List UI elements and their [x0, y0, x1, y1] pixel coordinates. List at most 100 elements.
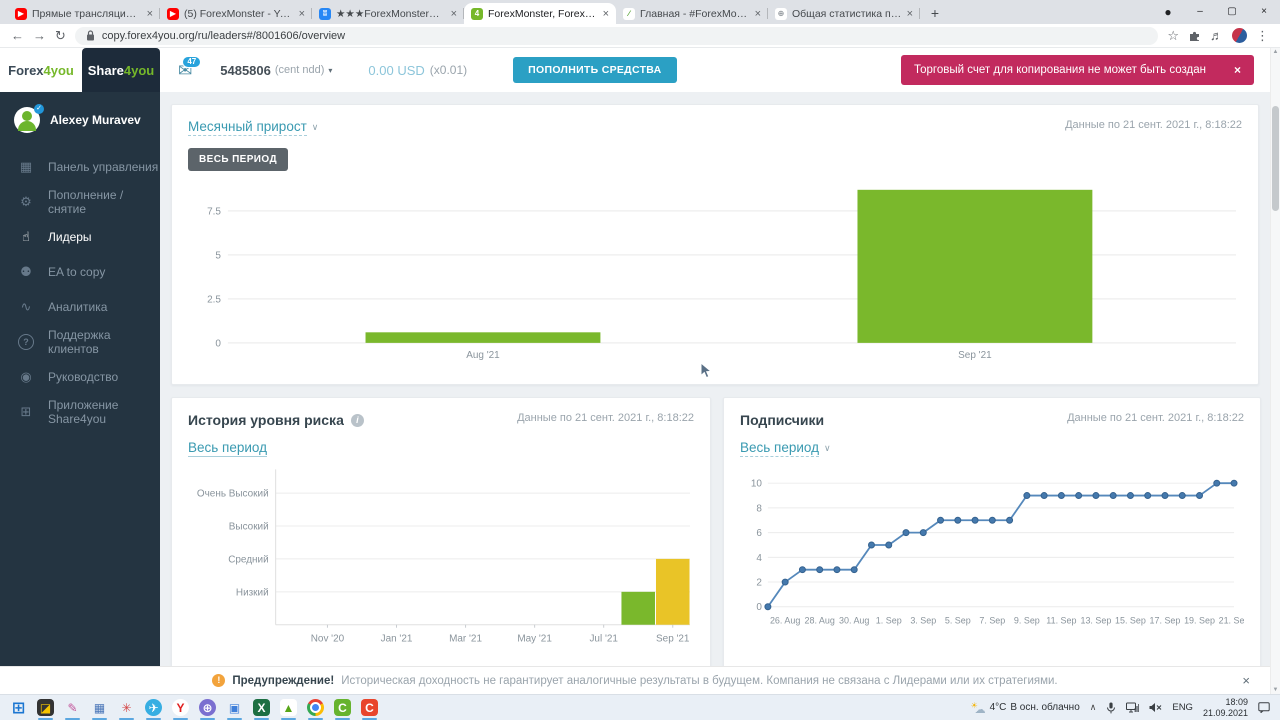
deposit-funds-button[interactable]: ПОПОЛНИТЬ СРЕДСТВА — [513, 57, 677, 83]
secondary-browser-app[interactable]: ⊕ — [194, 695, 221, 720]
tab-close-icon[interactable]: × — [754, 7, 761, 20]
telegram-app[interactable]: ✈ — [140, 695, 167, 720]
extensions-puzzle-icon[interactable] — [1188, 29, 1201, 42]
sidebar-item-label: EA to copy — [48, 264, 106, 279]
media-list-icon[interactable]: ♬ — [1210, 28, 1223, 43]
browser-tab[interactable]: 4 ForexMonster, ForexMonster: Le × — [464, 3, 616, 24]
image-viewer-app[interactable]: ▲ — [275, 695, 302, 720]
warning-bar: ! Предупреждение! Историческая доходност… — [0, 666, 1270, 694]
clock[interactable]: 18:09 21.09.2021 — [1203, 697, 1248, 719]
refresh-button[interactable]: ↻ — [55, 28, 66, 43]
mail-icon[interactable]: ✉ 47 — [178, 55, 202, 79]
network-icon[interactable] — [1126, 702, 1140, 713]
vk-favicon: ʬ — [319, 7, 331, 20]
sidebar-item-line-chart[interactable]: ∿ Аналитика — [0, 289, 160, 324]
chrome-app[interactable] — [302, 695, 329, 720]
tab-title: Общая статистика портфеля — [792, 7, 902, 20]
svg-text:3. Sep: 3. Sep — [910, 616, 936, 626]
tab-close-icon[interactable]: × — [450, 7, 457, 20]
tab-close-icon[interactable]: × — [602, 7, 609, 20]
graphics-editor-app-icon: ✎ — [67, 700, 78, 715]
subscribers-period-dropdown[interactable]: Весь период ∨ — [740, 440, 831, 457]
balance-multiplier: (x0.01) — [429, 63, 468, 77]
svg-text:6: 6 — [756, 528, 762, 539]
sidebar-item-robot-head[interactable]: ⚉ EA to copy — [0, 254, 160, 289]
weather-temp: 4°C — [989, 702, 1007, 713]
svg-text:7.5: 7.5 — [207, 206, 221, 217]
subscribers-title: Подписчики — [740, 412, 825, 428]
weather-icon: ☀ ☁ — [970, 701, 986, 716]
notification-center-icon[interactable] — [1258, 702, 1270, 713]
tab-close-icon[interactable]: × — [906, 7, 913, 20]
device-manager-app[interactable]: ▣ — [221, 695, 248, 720]
info-icon[interactable]: i — [350, 413, 364, 427]
scroll-down-icon[interactable]: ▼ — [1272, 687, 1279, 693]
page-scrollbar[interactable]: ▲ ▼ — [1270, 48, 1280, 694]
calculator-app[interactable]: ▦ — [86, 695, 113, 720]
scrollbar-thumb[interactable] — [1272, 106, 1279, 211]
launcher-app[interactable]: ◪ — [32, 695, 59, 720]
share4you-logo[interactable]: Share 4you — [82, 48, 160, 92]
browser-tab[interactable]: ʬ ★★★ForexMonster★★★ × — [312, 3, 464, 24]
volume-muted-icon[interactable] — [1149, 702, 1162, 713]
risk-period-link[interactable]: Весь период — [188, 440, 268, 457]
browser-tab[interactable]: ▶ (5) ForexMonster - YouTube × — [160, 3, 312, 24]
yandex-browser-app[interactable]: Y — [167, 695, 194, 720]
forward-button[interactable]: → — [33, 28, 46, 43]
bookmark-star-icon[interactable]: ☆ — [1167, 28, 1179, 43]
forex4you-favicon: 4 — [471, 7, 483, 20]
new-tab-button[interactable]: + — [930, 5, 940, 21]
system-tray: ☀ ☁ 4°C В осн. облачно ∧ ENG 18:09 21.09.… — [971, 697, 1280, 719]
scroll-up-icon[interactable]: ▲ — [1272, 49, 1279, 55]
tray-expand-icon[interactable]: ∧ — [1089, 702, 1097, 712]
forex4you-logo[interactable]: Forex 4you — [0, 48, 82, 92]
camtasia-app[interactable]: C — [329, 695, 356, 720]
growth-title: Месячный прирост — [188, 119, 307, 136]
sidebar-item-label: Поддержка клиентов — [48, 327, 111, 356]
svg-text:Низкий: Низкий — [236, 587, 269, 598]
spreadsheet-app[interactable]: X — [248, 695, 275, 720]
start-button[interactable]: ⊞ — [5, 695, 32, 720]
address-bar[interactable]: copy.forex4you.org/ru/leaders#/8001606/o… — [74, 26, 1159, 45]
svg-text:0: 0 — [756, 602, 762, 613]
chevron-down-icon: ∨ — [824, 443, 831, 453]
close-window-button[interactable]: × — [1261, 6, 1267, 17]
sidebar-item-app-grid[interactable]: ⊞ Приложение Share4you — [0, 394, 160, 429]
browser-profile-avatar[interactable] — [1232, 28, 1247, 43]
microphone-icon[interactable] — [1106, 702, 1116, 714]
alert-close-icon[interactable]: × — [1233, 63, 1241, 77]
monthly-growth-chart: 0 2.5 5 7.5 Aug '21 Sep '21 — [188, 183, 1242, 365]
sidebar-item-thumbs-up[interactable]: ☝ Лидеры — [0, 219, 160, 254]
browser-tab[interactable]: ⊕ Общая статистика портфеля × — [768, 3, 920, 24]
maximize-button[interactable]: ▢ — [1227, 6, 1237, 17]
whole-period-button[interactable]: ВЕСЬ ПЕРИОД — [188, 148, 288, 171]
sidebar-item-eye[interactable]: ◉ Руководство — [0, 359, 160, 394]
warning-close-icon[interactable]: × — [1242, 673, 1250, 688]
subscribers-period-label: Весь период — [740, 440, 820, 457]
sidebar-item-question[interactable]: ? Поддержка клиентов — [0, 324, 160, 359]
media-player-app[interactable]: ✳ — [113, 695, 140, 720]
back-button[interactable]: ← — [11, 28, 24, 43]
sidebar-item-label: Приложение Share4you — [48, 397, 119, 426]
growth-metric-dropdown[interactable]: Месячный прирост ∨ — [188, 119, 318, 136]
account-selector[interactable]: 5485806 (cent ndd) ▾ — [220, 63, 332, 78]
svg-text:2: 2 — [756, 578, 762, 589]
question-icon: ? — [18, 333, 34, 350]
video-editor-app[interactable]: C — [356, 695, 383, 720]
tab-close-icon[interactable]: × — [146, 7, 153, 20]
weather-widget[interactable]: ☀ ☁ 4°C В осн. облачно — [970, 701, 1080, 716]
browser-tab[interactable]: ∕ Главная - #ForexMonster - тор × — [616, 3, 768, 24]
sidebar-item-gear[interactable]: ⚙ Пополнение / снятие — [0, 184, 160, 219]
user-profile[interactable]: ✓ Alexey Muravev — [0, 92, 160, 149]
sidebar-item-label: Руководство — [48, 369, 119, 384]
url-text: copy.forex4you.org/ru/leaders#/8001606/o… — [101, 29, 346, 42]
minimize-button[interactable]: – — [1197, 6, 1203, 17]
account-type: (cent ndd) — [274, 64, 325, 76]
browser-menu-icon[interactable]: ⋮ — [1256, 28, 1269, 43]
language-indicator[interactable]: ENG — [1172, 702, 1193, 713]
sidebar: ✓ Alexey Muravev ▦ Панель управления ⚙ Попо… — [0, 92, 160, 666]
tab-close-icon[interactable]: × — [298, 7, 305, 20]
sidebar-item-dashboard[interactable]: ▦ Панель управления — [0, 149, 160, 184]
graphics-editor-app[interactable]: ✎ — [59, 695, 86, 720]
browser-tab[interactable]: ▶ Прямые трансляции - YouTube × — [8, 3, 160, 24]
